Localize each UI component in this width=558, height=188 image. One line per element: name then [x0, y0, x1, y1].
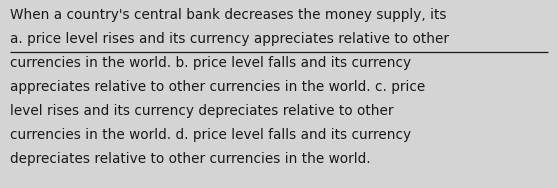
- Text: currencies in the world. d. price level falls and its currency: currencies in the world. d. price level …: [10, 128, 411, 142]
- Text: depreciates relative to other currencies in the world.: depreciates relative to other currencies…: [10, 152, 371, 166]
- Text: currencies in the world. b. price level falls and its currency: currencies in the world. b. price level …: [10, 56, 411, 70]
- Text: level rises and its currency depreciates relative to other: level rises and its currency depreciates…: [10, 104, 393, 118]
- Text: a. price level rises and its currency appreciates relative to other: a. price level rises and its currency ap…: [10, 32, 449, 46]
- Text: appreciates relative to other currencies in the world. c. price: appreciates relative to other currencies…: [10, 80, 425, 94]
- Text: When a country's central bank decreases the money supply, its: When a country's central bank decreases …: [10, 8, 446, 22]
